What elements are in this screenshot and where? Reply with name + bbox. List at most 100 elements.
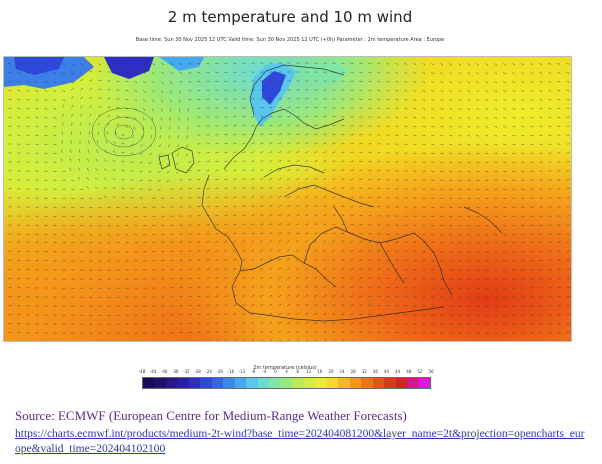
wind-arrow <box>61 131 64 136</box>
wind-arrow <box>340 295 345 298</box>
wind-arrow <box>493 143 498 146</box>
wind-arrow <box>277 240 281 244</box>
wind-arrow-head <box>307 62 309 64</box>
wind-arrow-head <box>208 233 210 235</box>
wind-arrow-head <box>496 188 498 190</box>
wind-arrow-head <box>190 72 192 74</box>
wind-arrow-head <box>127 62 129 65</box>
wind-arrow <box>439 62 443 66</box>
wind-arrow-head <box>532 72 534 74</box>
wind-arrow-head <box>186 137 189 139</box>
wind-arrow <box>169 260 174 262</box>
wind-arrow-head <box>379 205 381 207</box>
wind-arrow <box>61 113 64 118</box>
wind-arrow-head <box>82 188 84 190</box>
wind-arrow-head <box>496 305 498 307</box>
wind-arrow <box>538 107 543 110</box>
wind-arrow-head <box>442 296 444 298</box>
wind-arrow-head <box>64 206 66 208</box>
wind-arrow <box>493 116 498 119</box>
wind-arrow <box>529 80 534 83</box>
wind-arrow-head <box>532 63 534 66</box>
wind-arrow <box>133 71 138 74</box>
wind-arrow-head <box>496 152 498 155</box>
wind-arrow <box>88 296 93 298</box>
wind-arrow-head <box>46 278 48 280</box>
wind-arrow-head <box>181 313 183 315</box>
wind-arrow-head <box>71 122 73 124</box>
wind-arrow-head <box>100 287 102 289</box>
wind-arrow <box>511 197 516 199</box>
wind-arrow <box>358 71 363 74</box>
wind-arrow-head <box>388 169 390 171</box>
wind-arrow-head <box>370 169 372 171</box>
wind-arrow <box>25 116 30 119</box>
wind-arrow-head <box>118 71 120 73</box>
wind-arrow <box>430 116 435 119</box>
wind-arrow-head <box>289 106 291 108</box>
wind-arrow-head <box>460 251 462 253</box>
wind-arrow-head <box>280 62 282 64</box>
wind-arrow <box>322 313 327 316</box>
wind-arrow-head <box>316 80 318 82</box>
wind-arrow-head <box>388 72 390 74</box>
wind-arrow <box>232 62 237 64</box>
wind-arrow-head <box>568 152 570 154</box>
wind-arrow-head <box>37 179 39 181</box>
source-link[interactable]: https://charts.ecmwf.int/products/medium… <box>15 428 585 455</box>
wind-arrow-head <box>118 332 120 334</box>
wind-arrow-head <box>514 117 516 119</box>
wind-arrow-head <box>154 206 156 208</box>
wind-arrow-head <box>568 268 570 270</box>
wind-arrow <box>412 152 417 154</box>
wind-arrow <box>124 98 129 101</box>
wind-arrow-head <box>496 206 498 209</box>
wind-arrow-head <box>37 152 39 154</box>
wind-arrow-head <box>28 197 30 199</box>
wind-arrow-head <box>62 122 64 124</box>
wind-arrow <box>502 314 507 316</box>
wind-arrow-head <box>514 206 516 208</box>
wind-arrow <box>367 170 372 172</box>
wind-arrow <box>421 89 426 92</box>
wind-arrow-head <box>87 149 89 151</box>
wind-arrow <box>232 187 237 190</box>
wind-arrow-head <box>55 259 57 261</box>
wind-arrow-head <box>127 98 129 101</box>
wind-arrow-head <box>532 188 534 190</box>
wind-arrow-head <box>271 106 273 108</box>
wind-arrow <box>97 97 102 100</box>
wind-arrow-head <box>181 197 183 199</box>
wind-arrow <box>394 269 399 271</box>
colorbar-swatch <box>154 378 166 388</box>
wind-arrow <box>142 98 146 102</box>
wind-arrow-head <box>334 62 336 64</box>
weather-map[interactable] <box>3 56 572 342</box>
wind-arrow-head <box>415 332 417 334</box>
wind-arrow <box>331 331 336 334</box>
wind-arrow-head <box>388 143 390 145</box>
wind-arrow-head <box>109 80 111 82</box>
wind-arrow-head <box>199 107 201 109</box>
wind-arrow-head <box>442 241 444 243</box>
temperature-wind-map <box>4 57 571 341</box>
wind-arrow-head <box>46 323 48 325</box>
wind-arrow <box>214 187 219 190</box>
wind-arrow <box>121 178 126 181</box>
wind-arrow <box>223 178 228 181</box>
wind-arrow-head <box>478 143 480 146</box>
wind-arrow-head <box>505 99 507 101</box>
wind-arrow <box>304 151 309 154</box>
wind-arrow-head <box>139 197 141 199</box>
wind-arrow <box>34 233 39 236</box>
wind-arrow <box>304 331 309 334</box>
wind-arrow-head <box>19 98 21 101</box>
wind-arrow-head <box>235 133 237 135</box>
wind-arrow-head <box>397 152 399 154</box>
wind-arrow <box>351 340 354 341</box>
wind-arrow-head <box>55 143 57 146</box>
wind-arrow <box>331 62 336 64</box>
wind-arrow <box>259 214 264 217</box>
wind-arrow <box>547 71 552 74</box>
wind-arrow-head <box>168 137 171 139</box>
